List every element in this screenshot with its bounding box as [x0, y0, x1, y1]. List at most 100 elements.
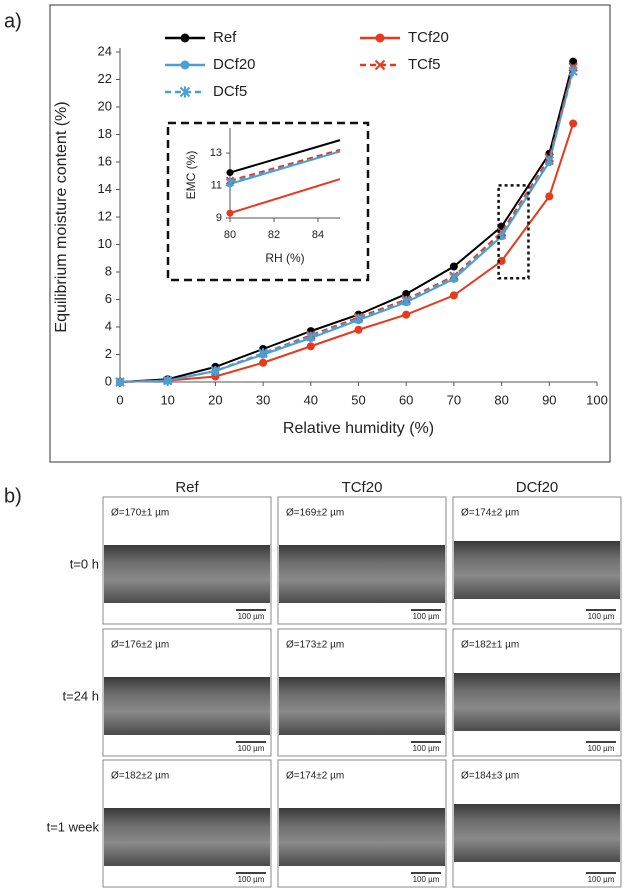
y-tick-label: 24: [98, 43, 112, 58]
marker: [226, 209, 234, 217]
marker: [497, 257, 506, 265]
y-tick-label: 20: [98, 98, 112, 113]
diameter-label: Ø=176±2 µm: [111, 640, 169, 651]
micrograph-grid: Ref TCf20 DCf20 t=0 h t=24 h t=1 week Ø=170±1 …: [47, 479, 622, 888]
chart-frame: [49, 4, 611, 463]
series-line: [119, 70, 575, 383]
y-tick-label: 18: [98, 126, 112, 141]
column-header: DCf20: [516, 479, 559, 496]
marker: [449, 262, 458, 271]
y-tick-label: 2: [105, 346, 112, 361]
y-tick-label: 16: [98, 153, 112, 168]
marker: [115, 377, 125, 387]
legend-label: DCf5: [213, 83, 247, 100]
diameter-label: Ø=174±2 µm: [286, 771, 344, 782]
marker: [402, 310, 411, 319]
y-tick-label: 14: [98, 181, 112, 196]
marker: [545, 192, 554, 201]
marker: [402, 290, 411, 298]
scale-bar-label: 100 µm: [588, 612, 615, 621]
marker: [162, 375, 173, 386]
fiber: [104, 808, 270, 866]
y-tick-label: 11: [211, 179, 222, 191]
x-tick-label: 80: [224, 229, 236, 241]
x-tick-label: 60: [399, 392, 413, 407]
column-header: Ref: [175, 479, 199, 496]
x-tick-label: 10: [160, 392, 174, 407]
marker: [569, 119, 578, 128]
diameter-label: Ø=170±1 µm: [111, 508, 169, 519]
marker: [211, 372, 220, 381]
marker: [259, 358, 268, 367]
series-line: [229, 139, 341, 174]
marker: [258, 348, 268, 359]
x-tick-label: 80: [494, 392, 508, 407]
x-tick-label: 20: [208, 392, 222, 407]
fiber: [454, 804, 620, 862]
x-tick-label: 70: [447, 392, 461, 407]
y-tick-label: 9: [216, 212, 222, 224]
marker: [374, 59, 386, 71]
series-line: [229, 150, 341, 184]
column-header: TCf20: [342, 479, 383, 496]
fiber: [279, 677, 445, 735]
series-line: [229, 148, 341, 182]
x-tick-label: 90: [542, 392, 556, 407]
x-tick-label: 84: [312, 229, 324, 241]
marker: [449, 272, 459, 283]
x-tick-label: 100: [586, 392, 608, 407]
scale-bar-label: 100 µm: [588, 744, 615, 753]
marker: [544, 155, 555, 166]
scale-bar-label: 100 µm: [238, 875, 265, 884]
fiber: [454, 673, 620, 731]
y-axis-title: Equilibrium moisture content (%): [53, 101, 70, 332]
y-tick-label: 12: [98, 208, 112, 223]
diameter-label: Ø=182±1 µm: [461, 640, 519, 651]
marker: [225, 177, 235, 187]
marker: [401, 295, 411, 306]
diameter-label: Ø=173±2 µm: [286, 640, 344, 651]
diameter-label: Ø=174±2 µm: [461, 508, 519, 519]
x-tick-label: 30: [256, 392, 270, 407]
fiber: [454, 541, 620, 599]
marker: [226, 169, 234, 177]
marker: [568, 66, 578, 77]
y-tick-label: 0: [105, 373, 112, 388]
zoom-box: [497, 184, 530, 280]
y-tick-label: 22: [98, 71, 112, 86]
row-label: t=0 h: [70, 556, 99, 571]
x-axis-title: RH (%): [265, 251, 304, 265]
legend-label: TCf20: [408, 29, 449, 46]
y-tick-label: 6: [105, 291, 112, 306]
scale-bar-label: 100 µm: [413, 875, 440, 884]
panel-label: a): [4, 10, 22, 32]
y-axis-title: EMC (%): [184, 151, 198, 200]
diameter-label: Ø=184±3 µm: [461, 771, 519, 782]
diameter-label: Ø=169±2 µm: [286, 508, 344, 519]
marker: [354, 325, 363, 334]
marker: [180, 33, 190, 43]
panel-label: b): [4, 485, 22, 507]
row-label: t=1 week: [47, 819, 100, 834]
y-tick-label: 13: [210, 147, 222, 159]
row-label: t=24 h: [62, 688, 99, 703]
scale-bar-label: 100 µm: [588, 875, 615, 884]
marker: [353, 313, 364, 324]
y-tick-label: 4: [105, 318, 112, 333]
x-tick-label: 0: [116, 392, 123, 407]
x-tick-label: 82: [268, 229, 280, 241]
x-tick-label: 50: [351, 392, 365, 407]
y-tick-label: 8: [105, 263, 112, 278]
marker: [569, 57, 578, 66]
series-line: [229, 178, 341, 215]
x-axis-title: Relative humidity (%): [283, 420, 434, 437]
legend-label: TCf5: [408, 56, 441, 73]
legend-label: Ref: [213, 29, 237, 46]
marker: [180, 60, 190, 70]
fiber: [104, 545, 270, 603]
fiber: [279, 808, 445, 866]
diameter-label: Ø=182±2 µm: [111, 771, 169, 782]
scale-bar-label: 100 µm: [413, 612, 440, 621]
